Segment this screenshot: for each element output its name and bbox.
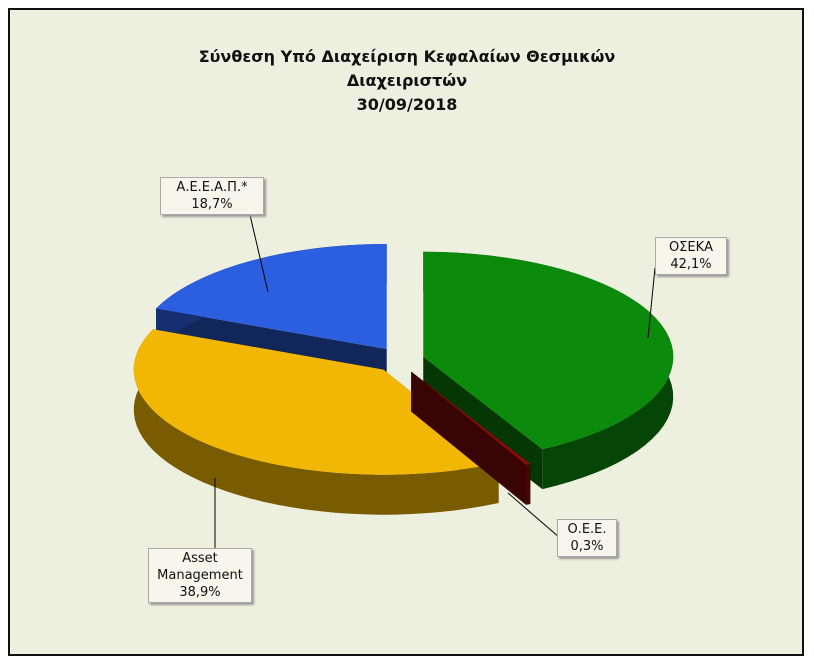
leader-line [647, 267, 656, 339]
slice [411, 371, 531, 505]
label-category: ΟΣΕΚΑ [668, 240, 714, 255]
slice-top [423, 251, 674, 450]
slice-top [133, 329, 499, 475]
slice-top [156, 244, 387, 350]
leader-line [249, 214, 269, 293]
chart-title: Σύνθεση Υπό Διαχείριση Κεφαλαίων Θεσμικώ… [199, 47, 616, 66]
slice-side [526, 463, 531, 505]
label-category: Α.Ε.Ε.Α.Π.* [176, 180, 248, 195]
label-value: 0,3% [570, 539, 604, 554]
chart-title: Διαχειριστών [347, 71, 467, 90]
data-label: Asset Management 38,9% [148, 548, 252, 603]
slice [133, 329, 499, 515]
label-value: 18,7% [191, 197, 233, 212]
label-value: 42,1% [670, 257, 712, 272]
data-label: Α.Ε.Ε.Α.Π.* 18,7% [160, 177, 264, 215]
label-category: Ο.Ε.Ε. [567, 522, 607, 537]
label-value: 38,9% [179, 585, 221, 600]
leader-line [507, 492, 561, 539]
slice-top [411, 371, 531, 465]
chart-frame [8, 8, 804, 656]
data-label: ΟΣΕΚΑ 42,1% [655, 237, 727, 275]
label-category: Asset Management [157, 551, 243, 583]
data-label: Ο.Ε.Ε. 0,3% [557, 519, 617, 557]
slice-wall [411, 371, 527, 505]
slice-side [133, 329, 499, 515]
chart-subtitle: 30/09/2018 [357, 95, 458, 114]
slice [423, 251, 674, 490]
